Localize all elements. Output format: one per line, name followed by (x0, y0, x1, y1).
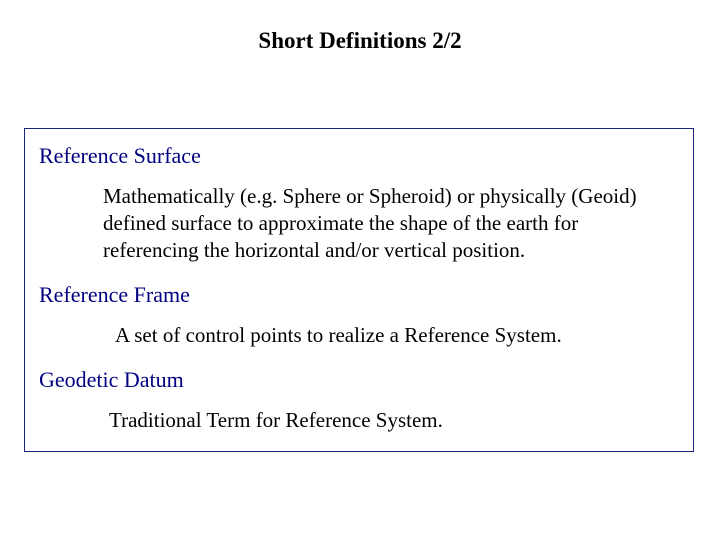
definition-reference-surface: Mathematically (e.g. Sphere or Spheroid)… (25, 183, 693, 264)
term-reference-surface: Reference Surface (25, 143, 693, 169)
term-geodetic-datum: Geodetic Datum (25, 367, 693, 393)
definition-reference-frame: A set of control points to realize a Ref… (25, 322, 693, 349)
term-reference-frame: Reference Frame (25, 282, 693, 308)
definitions-box: Reference Surface Mathematically (e.g. S… (24, 128, 694, 452)
definition-geodetic-datum: Traditional Term for Reference System. (25, 407, 693, 434)
page-title: Short Definitions 2/2 (0, 0, 720, 54)
